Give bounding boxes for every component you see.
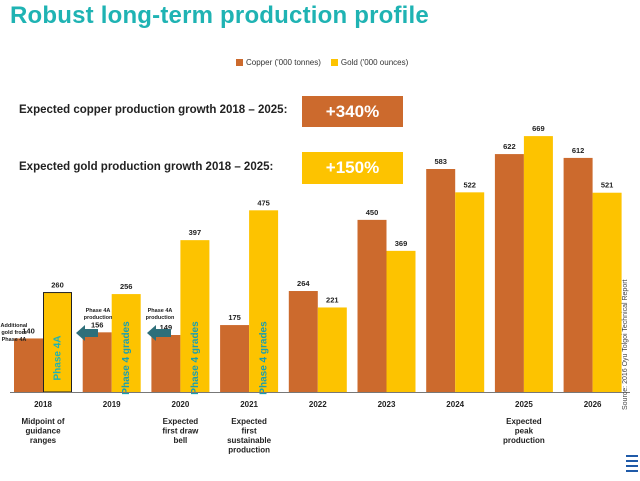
copper-bar-2025 <box>494 154 524 392</box>
copper-growth-badge: +340% <box>302 96 403 127</box>
copper-value-label-2022: 264 <box>297 279 310 288</box>
annotation-phase4a-production-2019: Phase 4A production <box>84 308 113 321</box>
corner-logo-icon <box>626 455 638 475</box>
copper-bar-2020 <box>151 335 181 392</box>
copper-bar-2018 <box>14 338 43 392</box>
legend-gold-swatch <box>330 59 338 66</box>
gold-bar-2019 <box>111 294 141 392</box>
legend-gold: Gold ('000 ounces) <box>330 58 409 67</box>
copper-value-label-2023: 450 <box>366 208 379 217</box>
x-tick-label-2019: 2019 <box>103 400 121 409</box>
bar-text-2018: Phase 4A <box>53 335 64 380</box>
gold-value-label-2025: 669 <box>532 124 545 133</box>
gold-value-label-2020: 397 <box>189 228 202 237</box>
x-tick-label-2025: 2025 <box>515 400 533 409</box>
copper-bar-2021 <box>220 325 250 392</box>
gold-value-label-2023: 369 <box>395 239 408 248</box>
copper-bar-2023 <box>357 219 387 392</box>
copper-value-label-2020: 149 <box>160 323 173 332</box>
bar-text-2020: Phase 4 grades <box>190 321 201 395</box>
legend-copper-label: Copper ('000 tonnes) <box>246 58 321 67</box>
copper-value-label-2018: 140 <box>22 326 35 335</box>
x-tick-label-2018: 2018 <box>34 400 52 409</box>
gold-bar-2022 <box>317 307 347 392</box>
gold-bar-2023 <box>386 250 416 392</box>
copper-growth-label: Expected copper production growth 2018 –… <box>19 104 288 116</box>
x-tick-label-2024: 2024 <box>446 400 464 409</box>
copper-bar-2022 <box>288 291 318 392</box>
x-tick-label-2026: 2026 <box>584 400 602 409</box>
copper-value-label-2021: 175 <box>228 313 241 322</box>
category-note-2025: Expected peak production <box>503 417 545 445</box>
copper-bar-2024 <box>426 169 456 392</box>
gold-value-label-2022: 221 <box>326 295 339 304</box>
gold-growth-label: Expected gold production growth 2018 – 2… <box>19 161 274 173</box>
gold-value-label-2026: 521 <box>601 181 614 190</box>
copper-value-label-2024: 583 <box>434 157 447 166</box>
annotation-additional-gold: Additional gold from Phase 4A <box>1 323 28 343</box>
page-title: Robust long-term production profile <box>10 2 429 29</box>
legend-copper-swatch <box>236 59 243 66</box>
copper-bar-2026 <box>563 157 593 392</box>
x-tick-label-2020: 2020 <box>172 400 190 409</box>
x-tick-label-2022: 2022 <box>309 400 327 409</box>
gold-bar-2024 <box>455 192 485 392</box>
gold-bar-2020 <box>180 240 210 392</box>
category-note-2021: Expected first sustainable production <box>227 417 272 455</box>
gold-bar-2025 <box>523 136 553 392</box>
legend-gold-label: Gold ('000 ounces) <box>340 58 409 67</box>
category-note-2020: Expected first draw bell <box>162 417 199 445</box>
arrow-left-icon-2019 <box>76 325 98 341</box>
category-note-2018: Midpoint of guidance ranges <box>21 417 64 445</box>
gold-value-label-2018: 260 <box>51 281 64 290</box>
copper-value-label-2019: 156 <box>91 320 104 329</box>
copper-value-label-2025: 622 <box>503 142 516 151</box>
x-tick-label-2023: 2023 <box>378 400 396 409</box>
gold-bar-2026 <box>592 192 622 392</box>
x-tick-label-2021: 2021 <box>240 400 258 409</box>
copper-value-label-2026: 612 <box>572 146 585 155</box>
source-note: Source: 2016 Oyu Tolgoi Technical Report <box>622 279 629 411</box>
bar-text-2021: Phase 4 grades <box>259 321 270 395</box>
bar-text-2019: Phase 4 grades <box>121 321 132 395</box>
annotation-phase4a-production-2020: Phase 4A production <box>146 308 175 321</box>
gold-value-label-2021: 475 <box>257 198 270 207</box>
gold-growth-badge: +150% <box>302 152 403 184</box>
chart-legend: Copper ('000 tonnes) Gold ('000 ounces) <box>236 58 418 67</box>
gold-bar-2021 <box>249 210 279 392</box>
copper-bar-2019 <box>82 332 112 392</box>
legend-copper: Copper ('000 tonnes) <box>236 58 321 67</box>
gold-value-label-2024: 522 <box>463 180 476 189</box>
gold-value-label-2019: 256 <box>120 282 133 291</box>
arrow-left-icon-2020 <box>147 325 171 341</box>
